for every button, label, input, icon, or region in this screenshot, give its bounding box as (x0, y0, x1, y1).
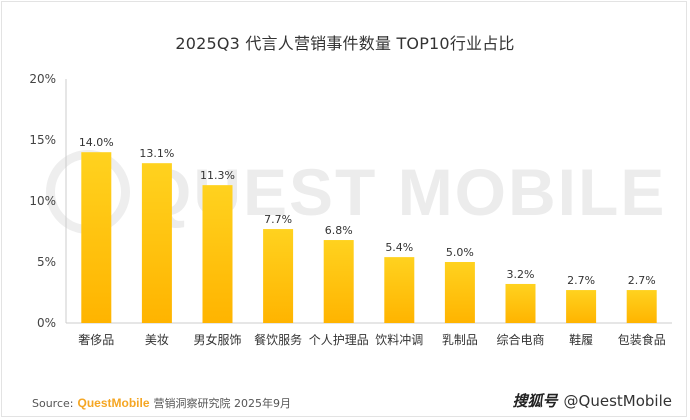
bar (505, 283, 536, 323)
x-tick-label: 乳制品 (442, 333, 478, 347)
source-brand: QuestMobile (77, 396, 150, 410)
x-tick-label: 美妆 (145, 333, 169, 347)
y-tick-label: 15% (29, 133, 56, 147)
x-tick-label: 餐饮服务 (254, 332, 302, 347)
bar-value-label: 5.4% (385, 241, 413, 254)
x-tick-label: 综合电商 (496, 332, 544, 347)
platform-credit: 搜狐号 @QuestMobile (513, 390, 672, 411)
x-tick-label: 男女服饰 (193, 332, 241, 347)
platform-name: 搜狐号 (512, 392, 558, 410)
bar (626, 290, 657, 323)
bar-value-label: 11.3% (200, 169, 235, 182)
y-tick-label: 10% (29, 194, 56, 208)
bar (566, 290, 597, 323)
bar-value-label: 6.8% (325, 224, 353, 237)
bar (81, 152, 112, 323)
chart-title: 2025Q3 代言人营销事件数量 TOP10行业占比 (175, 34, 515, 53)
platform-handle: @QuestMobile (563, 391, 672, 410)
y-tick-label: 5% (37, 255, 56, 269)
bar-value-label: 13.1% (139, 147, 174, 160)
source-label: Source: (32, 396, 74, 410)
x-tick-label: 个人护理品 (309, 333, 369, 347)
x-tick-label: 鞋履 (569, 332, 593, 347)
y-tick-label: 0% (37, 316, 56, 330)
source-line: Source: QuestMobile 营销洞察研究院 2025年9月 (32, 395, 291, 411)
bar-value-label: 7.7% (264, 213, 292, 226)
y-tick-label: 20% (29, 72, 56, 86)
x-tick-label: 饮料冲调 (375, 332, 423, 347)
x-tick-label: 奢侈品 (78, 333, 114, 347)
bar (444, 262, 475, 323)
source-text: 营销洞察研究院 2025年9月 (153, 397, 292, 410)
bar (384, 257, 415, 323)
bar-value-label: 14.0% (79, 136, 114, 149)
bar (202, 185, 233, 323)
bar-value-label: 2.7% (628, 274, 656, 287)
bar-value-label: 2.7% (567, 274, 595, 287)
x-tick-label: 包装食品 (618, 332, 666, 347)
bar (263, 229, 294, 323)
bar (323, 240, 354, 323)
bar-value-label: 5.0% (446, 246, 474, 259)
bar-value-label: 3.2% (507, 268, 535, 281)
bar (141, 163, 172, 323)
